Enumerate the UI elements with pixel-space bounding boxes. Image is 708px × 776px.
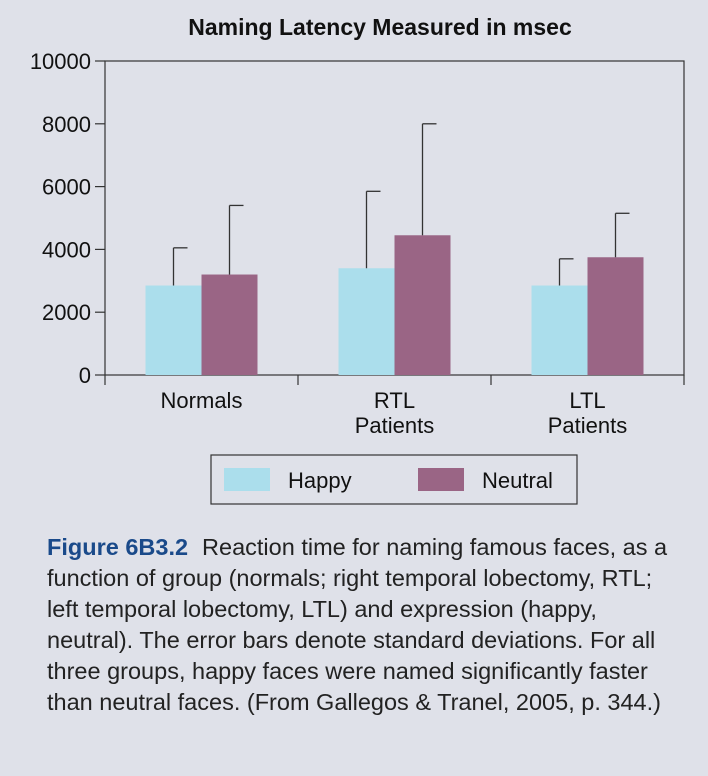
x-tick-label: RTL [374,388,415,413]
y-tick-label: 8000 [42,112,91,137]
figure-caption: Figure 6B3.2 Reaction time for naming fam… [47,532,687,718]
bar-happy [338,268,395,375]
x-tick-label: Patients [548,413,628,438]
legend-box [210,454,578,505]
y-tick-label: 0 [79,363,91,388]
bar-neutral [201,274,258,375]
y-tick-label: 10000 [30,49,91,74]
x-tick-label: Patients [355,413,435,438]
bar-happy [145,285,202,375]
chart-title: Naming Latency Measured in msec [188,14,572,40]
figure-label: Figure 6B3.2 [47,534,189,560]
x-tick-label: Normals [161,388,243,413]
bar-neutral [587,257,644,375]
bar-neutral [394,235,451,375]
y-tick-label: 4000 [42,237,91,262]
y-tick-label: 2000 [42,300,91,325]
x-tick-label: LTL [569,388,605,413]
legend-label-neutral: Neutral [482,468,553,493]
bar-happy [531,285,588,375]
legend: Happy Neutral [210,454,578,505]
bar-chart: Naming Latency Measured in msec 0 2000 400… [30,14,685,505]
y-tick-label: 6000 [42,175,91,200]
legend-swatch-neutral [418,468,464,491]
caption-text: Reaction time for naming famous faces, a… [47,534,668,715]
legend-label-happy: Happy [288,468,352,493]
legend-swatch-happy [224,468,270,491]
